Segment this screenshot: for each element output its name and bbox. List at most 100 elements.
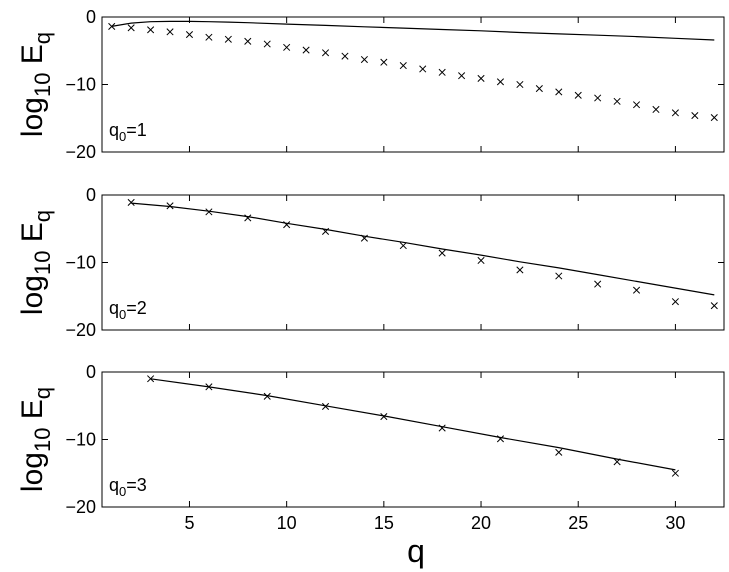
x-marker-stroke [205, 208, 213, 216]
x-marker [283, 221, 291, 229]
x-marker-stroke [652, 105, 660, 114]
x-marker [671, 469, 679, 477]
x-marker [458, 72, 466, 80]
x-marker-stroke [399, 62, 407, 70]
x-marker [205, 208, 213, 216]
x-marker-stroke [283, 221, 291, 229]
x-marker-stroke [516, 80, 524, 89]
x-marker-stroke [613, 458, 621, 466]
series-line [131, 202, 715, 296]
x-marker [224, 35, 232, 43]
x-marker-stroke [710, 114, 718, 122]
x-marker-stroke [438, 249, 446, 257]
x-marker [496, 435, 505, 443]
x-marker [477, 256, 485, 265]
x-marker-stroke [127, 24, 135, 32]
x-tick-label: 15 [374, 513, 394, 533]
x-marker [710, 302, 718, 310]
x-marker [360, 55, 368, 64]
x-marker-stroke [496, 435, 505, 443]
x-marker [594, 94, 602, 102]
x-marker [555, 272, 563, 280]
x-marker-stroke [283, 43, 291, 51]
x-marker-stroke [632, 101, 641, 109]
x-marker [574, 91, 582, 99]
panel-label: q0=1 [109, 120, 147, 144]
x-marker [205, 33, 213, 41]
x-axis-label: q [407, 533, 425, 569]
x-tick-label: 20 [471, 513, 491, 533]
x-marker-stroke [671, 298, 679, 306]
series-line [111, 20, 715, 41]
x-tick-label: 25 [568, 513, 588, 533]
x-marker-stroke [496, 78, 505, 86]
x-marker-stroke [380, 58, 388, 66]
panel-label: q0=2 [109, 298, 147, 322]
x-marker-stroke [555, 272, 563, 280]
x-marker-stroke [166, 28, 174, 36]
x-marker [399, 62, 407, 70]
x-marker-stroke [166, 202, 174, 210]
x-marker [108, 22, 116, 31]
y-tick-label: 0 [86, 362, 96, 382]
x-marker [555, 448, 563, 456]
y-axis-label: log10 Eq [16, 210, 55, 315]
x-marker [302, 46, 310, 54]
x-marker-stroke [671, 109, 679, 117]
x-marker [127, 24, 135, 32]
panels: 0 −10 −20 log10 Eq q0=1 0 −10 −20 log10 Eq q0=2 0 −… [16, 7, 725, 533]
axes-box [101, 16, 725, 153]
x-marker [671, 298, 679, 306]
x-marker-stroke [244, 214, 252, 222]
x-marker [321, 49, 330, 57]
x-marker-stroke [555, 448, 563, 456]
x-marker [419, 65, 427, 73]
x-marker-stroke [710, 302, 718, 310]
x-marker [632, 101, 641, 109]
x-marker-stroke [399, 242, 407, 250]
x-marker-stroke [321, 402, 330, 410]
x-marker [477, 74, 485, 82]
x-marker [632, 286, 641, 294]
panel-1: 0 −10 −20 log10 Eq q0=1 [16, 7, 725, 162]
x-marker-stroke [147, 375, 155, 383]
x-marker-stroke [263, 40, 271, 48]
x-marker [166, 202, 174, 210]
x-marker [283, 43, 291, 51]
x-marker [360, 234, 368, 242]
x-marker-stroke [321, 49, 330, 57]
x-marker [244, 214, 252, 222]
x-marker [147, 375, 155, 383]
x-marker [380, 58, 388, 66]
x-marker [321, 227, 330, 236]
y-axis-label: log10 Eq [16, 387, 55, 492]
axes-box [101, 194, 725, 331]
x-marker-stroke [477, 74, 485, 82]
x-marker [535, 84, 543, 93]
y-tick-label: 0 [86, 185, 96, 205]
x-marker-stroke [535, 84, 543, 93]
x-marker-stroke [205, 383, 213, 391]
x-marker-stroke [185, 30, 194, 39]
x-marker-stroke [419, 65, 427, 73]
x-marker [399, 242, 407, 250]
axes-box [101, 371, 725, 508]
panel-3: 0 −10 −20 5 10 15 20 25 30 log10 Eq q0=3 [16, 362, 725, 533]
x-marker-stroke [574, 91, 582, 99]
x-marker-stroke [691, 111, 699, 120]
x-marker-stroke [613, 97, 621, 105]
x-marker-stroke [594, 94, 602, 102]
x-marker [691, 111, 699, 120]
x-marker [185, 30, 194, 39]
x-tick-label: 10 [277, 513, 297, 533]
x-marker-stroke [632, 286, 641, 294]
x-marker-stroke [360, 234, 368, 242]
x-marker [438, 68, 446, 76]
x-marker-stroke [224, 35, 232, 43]
y-tick-label: −10 [65, 253, 96, 273]
x-marker-stroke [516, 266, 524, 274]
x-marker [613, 458, 621, 466]
x-marker [671, 109, 679, 117]
y-tick-label: 0 [86, 7, 96, 27]
